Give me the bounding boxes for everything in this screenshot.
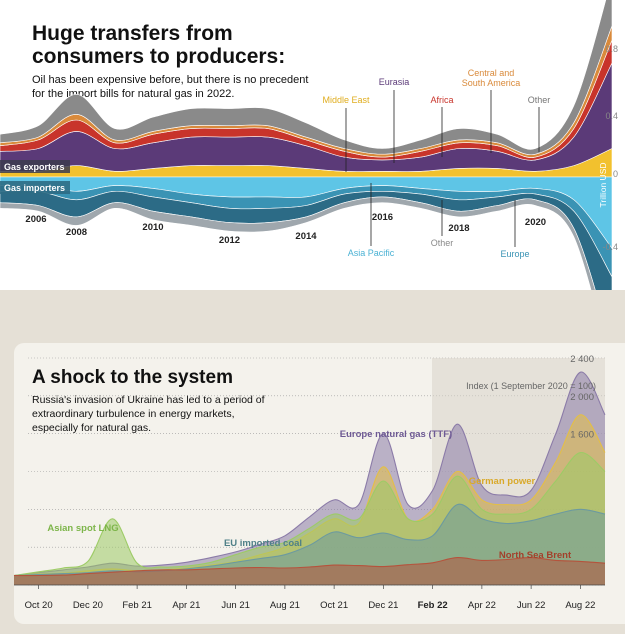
area-north-sea-brent xyxy=(14,557,605,585)
x-tick-2014: 2014 xyxy=(295,231,317,242)
label-german-power: German power xyxy=(469,476,536,487)
callout-africa: Africa xyxy=(430,95,453,105)
y2-tick-2-400: 2 400 xyxy=(570,354,594,365)
top-panel: Huge transfers from consumers to produce… xyxy=(0,0,618,340)
chart-1-title: Huge transfers from consumers to produce… xyxy=(32,22,286,68)
y-axis-label: Trillion USD xyxy=(598,162,608,207)
x-tick-2018: 2018 xyxy=(448,223,469,234)
callout-asia-pacific: Asia Pacific xyxy=(348,248,395,258)
x-tick-2016: 2016 xyxy=(372,212,393,223)
callout-europe: Europe xyxy=(500,249,529,259)
x-tick-2010: 2010 xyxy=(142,222,163,233)
importers-label-bg xyxy=(0,181,70,194)
exporters-label: Gas exporters xyxy=(4,162,65,172)
callout-middle-east: Middle East xyxy=(322,95,370,105)
x2-tick-jun-22: Jun 22 xyxy=(517,600,546,611)
chart-2-subtitle: Russia's invasion of Ukraine has led to … xyxy=(32,394,265,434)
label-north-sea-brent: North Sea Brent xyxy=(499,550,572,561)
callout-importers-other: Other xyxy=(431,238,454,248)
label-eu-imported-coal: EU imported coal xyxy=(224,538,302,549)
label-asian-spot-lng: Asian spot LNG xyxy=(47,523,118,534)
x-tick-2020: 2020 xyxy=(525,217,546,228)
chart-1-plot: Gas exporters Gas importers 2006 2008 2010 20… xyxy=(0,0,618,340)
x2-tick-jun-21: Jun 21 xyxy=(221,600,250,611)
callout-eurasia: Eurasia xyxy=(379,77,410,87)
importer-band-unnamed xyxy=(0,196,610,340)
exporters-label-bg xyxy=(0,160,70,173)
y-tick-0-8: 0.8 xyxy=(605,44,618,54)
x2-tick-aug-22: Aug 22 xyxy=(565,600,595,611)
line-asian-spot-lng xyxy=(13,452,606,577)
callout-exporters-other: Other xyxy=(528,95,551,105)
y2-tick-1-600: 1 600 xyxy=(570,430,594,441)
x-tick-2006: 2006 xyxy=(25,214,46,225)
y2-axis-label: Index (1 September 2020 = 100) xyxy=(466,381,596,391)
x2-tick-dec-20: Dec 20 xyxy=(73,600,103,611)
label-europe-natural-gas-ttf: Europe natural gas (TTF) xyxy=(340,429,452,440)
x-tick-2012: 2012 xyxy=(219,235,240,246)
y-tick-0-4: -0.4 xyxy=(602,242,618,252)
y2-tick-2-000: 2 000 xyxy=(570,392,594,403)
callout-central-south-america-0: Central and xyxy=(468,68,515,78)
x2-tick-dec-21: Dec 21 xyxy=(368,600,398,611)
x2-tick-apr-22: Apr 22 xyxy=(468,600,496,611)
x-tick-2008: 2008 xyxy=(66,227,87,238)
line-eu-imported-coal xyxy=(13,503,606,577)
exporter-band-other xyxy=(0,0,613,156)
x2-tick-oct-20: Oct 20 xyxy=(25,600,53,611)
callout-central-south-america-1: South America xyxy=(462,78,521,88)
x2-tick-oct-21: Oct 21 xyxy=(320,600,348,611)
y-tick-0: 0 xyxy=(613,169,618,179)
chart-2-title: A shock to the system xyxy=(32,367,233,388)
importers-label: Gas importers xyxy=(4,183,65,193)
x2-tick-aug-21: Aug 21 xyxy=(270,600,300,611)
x2-tick-feb-22: Feb 22 xyxy=(418,600,448,611)
x2-tick-feb-21: Feb 21 xyxy=(122,600,152,611)
line-north-sea-brent xyxy=(13,557,606,577)
x2-tick-apr-21: Apr 21 xyxy=(172,600,200,611)
y-tick-0-4: 0.4 xyxy=(605,111,618,121)
